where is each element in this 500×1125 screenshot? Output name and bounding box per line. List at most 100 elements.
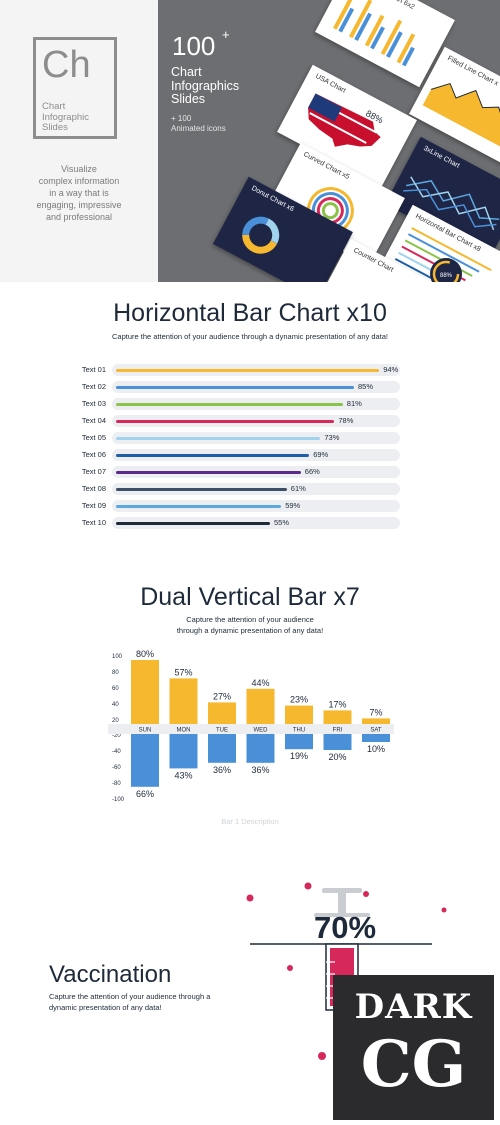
dv-bar-negative xyxy=(208,734,236,763)
dv-value-label: 19% xyxy=(290,751,308,761)
hb-row: Text 10 55% xyxy=(60,517,410,529)
hb-value-label: 66% xyxy=(304,467,320,476)
horizontal-bar-subtitle: Capture the attention of your audience t… xyxy=(111,332,389,341)
hb-row: Text 07 66% xyxy=(60,466,410,478)
hb-value-label: 81% xyxy=(346,399,362,408)
hb-category-label: Text 02 xyxy=(81,382,106,391)
hb-row: Text 06 69% xyxy=(60,449,410,461)
dv-value-label: 66% xyxy=(136,789,154,799)
dv-bar-negative xyxy=(362,734,390,742)
hb-row: Text 08 61% xyxy=(60,483,410,495)
dv-bar-positive xyxy=(131,660,159,724)
hb-bar xyxy=(116,487,287,491)
hb-category-label: Text 06 xyxy=(81,450,106,459)
horizontal-bar-title: Horizontal Bar Chart x10 xyxy=(113,299,387,327)
slide-thumb-3x-line: 3xLine Chart xyxy=(385,136,500,260)
logo-name: Chart Infographic Slides xyxy=(42,101,90,133)
hero-count: 100 xyxy=(172,31,216,61)
slide-thumb-graphic xyxy=(422,82,500,155)
hb-row: Text 05 73% xyxy=(60,432,410,444)
dual-vertical-description: Bar 1 Description xyxy=(221,817,279,826)
dv-value-label: 7% xyxy=(369,707,382,717)
counter-gauge-graphic: 88% xyxy=(430,258,462,282)
hb-category-label: Text 09 xyxy=(81,501,106,510)
dv-ytick-label: -80 xyxy=(112,781,121,787)
hb-value-label: 55% xyxy=(274,518,290,527)
dv-bar-negative xyxy=(285,734,313,750)
dv-ytick-label: -100 xyxy=(112,797,125,803)
hb-category-label: Text 07 xyxy=(81,467,106,476)
hb-row: Text 02 85% xyxy=(60,381,410,393)
hb-value-label: 73% xyxy=(324,433,340,442)
slide-thumb-graphic xyxy=(242,216,280,254)
hb-value-label: 78% xyxy=(338,416,354,425)
hb-category-label: Text 08 xyxy=(81,484,106,493)
hero-count-plus: + xyxy=(222,27,230,42)
dv-bar-positive xyxy=(323,710,352,724)
hb-track xyxy=(112,381,400,393)
dv-ytick-label: -40 xyxy=(112,749,121,755)
syringe-flange xyxy=(314,913,370,917)
dv-category-label: WED xyxy=(254,728,269,734)
dual-vertical-chart: 100 80 60 40 20 -20 -40 -60 -80 -100 80% 66% SUN 57% 4… xyxy=(108,649,394,803)
hb-category-label: Text 03 xyxy=(81,399,106,408)
slide-thumb-graphic xyxy=(403,176,500,231)
watermark-line-1: DARK xyxy=(354,987,473,1027)
hb-category-label: Text 04 xyxy=(81,416,106,425)
watermark-line-2: CG xyxy=(360,1027,467,1102)
vaccination-title: Vaccination xyxy=(49,961,172,988)
syringe-plunger xyxy=(338,893,346,913)
hb-row: Text 09 59% xyxy=(60,500,410,512)
hb-category-label: Text 05 xyxy=(81,433,106,442)
dv-value-label: 57% xyxy=(174,667,192,677)
hb-track xyxy=(112,517,400,529)
hb-bar xyxy=(116,368,380,372)
hb-bar xyxy=(116,419,335,423)
dv-ytick-label: -20 xyxy=(112,733,121,739)
hb-bar xyxy=(116,453,310,457)
hb-bar xyxy=(116,436,321,440)
hb-row: Text 03 81% xyxy=(60,398,410,410)
hb-bar xyxy=(116,521,270,525)
dv-bar-positive xyxy=(169,678,198,724)
hb-bar xyxy=(116,470,301,474)
dual-vertical-subtitle: Capture the attention of your audience t… xyxy=(176,615,324,635)
dv-bar-positive xyxy=(208,702,236,724)
hb-bar xyxy=(116,402,343,406)
hb-track xyxy=(112,483,400,495)
slide-thumb-filled-line: Filled Line Chart x xyxy=(409,46,500,170)
logo-symbol: Ch xyxy=(42,44,91,86)
hero-preview-panel: 100 + Chart Infographics Slides + 100 An… xyxy=(158,0,500,282)
slide-thumb-usa: USA Chart 88% xyxy=(277,64,417,188)
hb-track xyxy=(112,500,400,512)
hero-left-panel: Ch Chart Infographic Slides Visualize co… xyxy=(0,0,158,282)
virus-icon xyxy=(246,882,447,1060)
hb-track xyxy=(112,432,400,444)
hb-track xyxy=(112,364,400,376)
slide-thumb-donut: Donut Chart x6 xyxy=(213,176,353,282)
dv-category-label: THU xyxy=(293,728,305,734)
hb-bar xyxy=(116,504,282,508)
dv-value-label: 23% xyxy=(290,695,308,705)
hb-track xyxy=(112,415,400,427)
slide-thumb-vertical-bar: Vertical Bar Chart 6x2 xyxy=(315,0,455,88)
dv-bar-negative xyxy=(169,734,198,769)
hero-tagline: Visualize complex information in a way t… xyxy=(36,164,122,222)
hb-value-label: 69% xyxy=(313,450,329,459)
dv-bar-positive xyxy=(362,718,390,724)
counter-gauge-value: 88% xyxy=(440,273,453,279)
syringe-thumb-rest xyxy=(322,888,362,893)
hb-track xyxy=(112,398,400,410)
dv-category-label: SAT xyxy=(370,728,382,734)
hb-track xyxy=(112,449,400,461)
dv-bar-negative xyxy=(246,734,275,763)
dv-value-label: 20% xyxy=(328,752,346,762)
hb-row: Text 01 94% xyxy=(60,364,410,376)
dv-value-label: 43% xyxy=(174,770,192,780)
vaccination-subtitle: Capture the attention of your audience t… xyxy=(49,992,211,1012)
dv-category-label: FRI xyxy=(333,728,343,734)
hero-banner: Ch Chart Infographic Slides Visualize co… xyxy=(0,0,500,282)
dv-value-label: 80% xyxy=(136,649,154,659)
hero-title: Chart Infographics Slides xyxy=(171,65,240,106)
dv-ytick-label: -60 xyxy=(112,765,121,771)
